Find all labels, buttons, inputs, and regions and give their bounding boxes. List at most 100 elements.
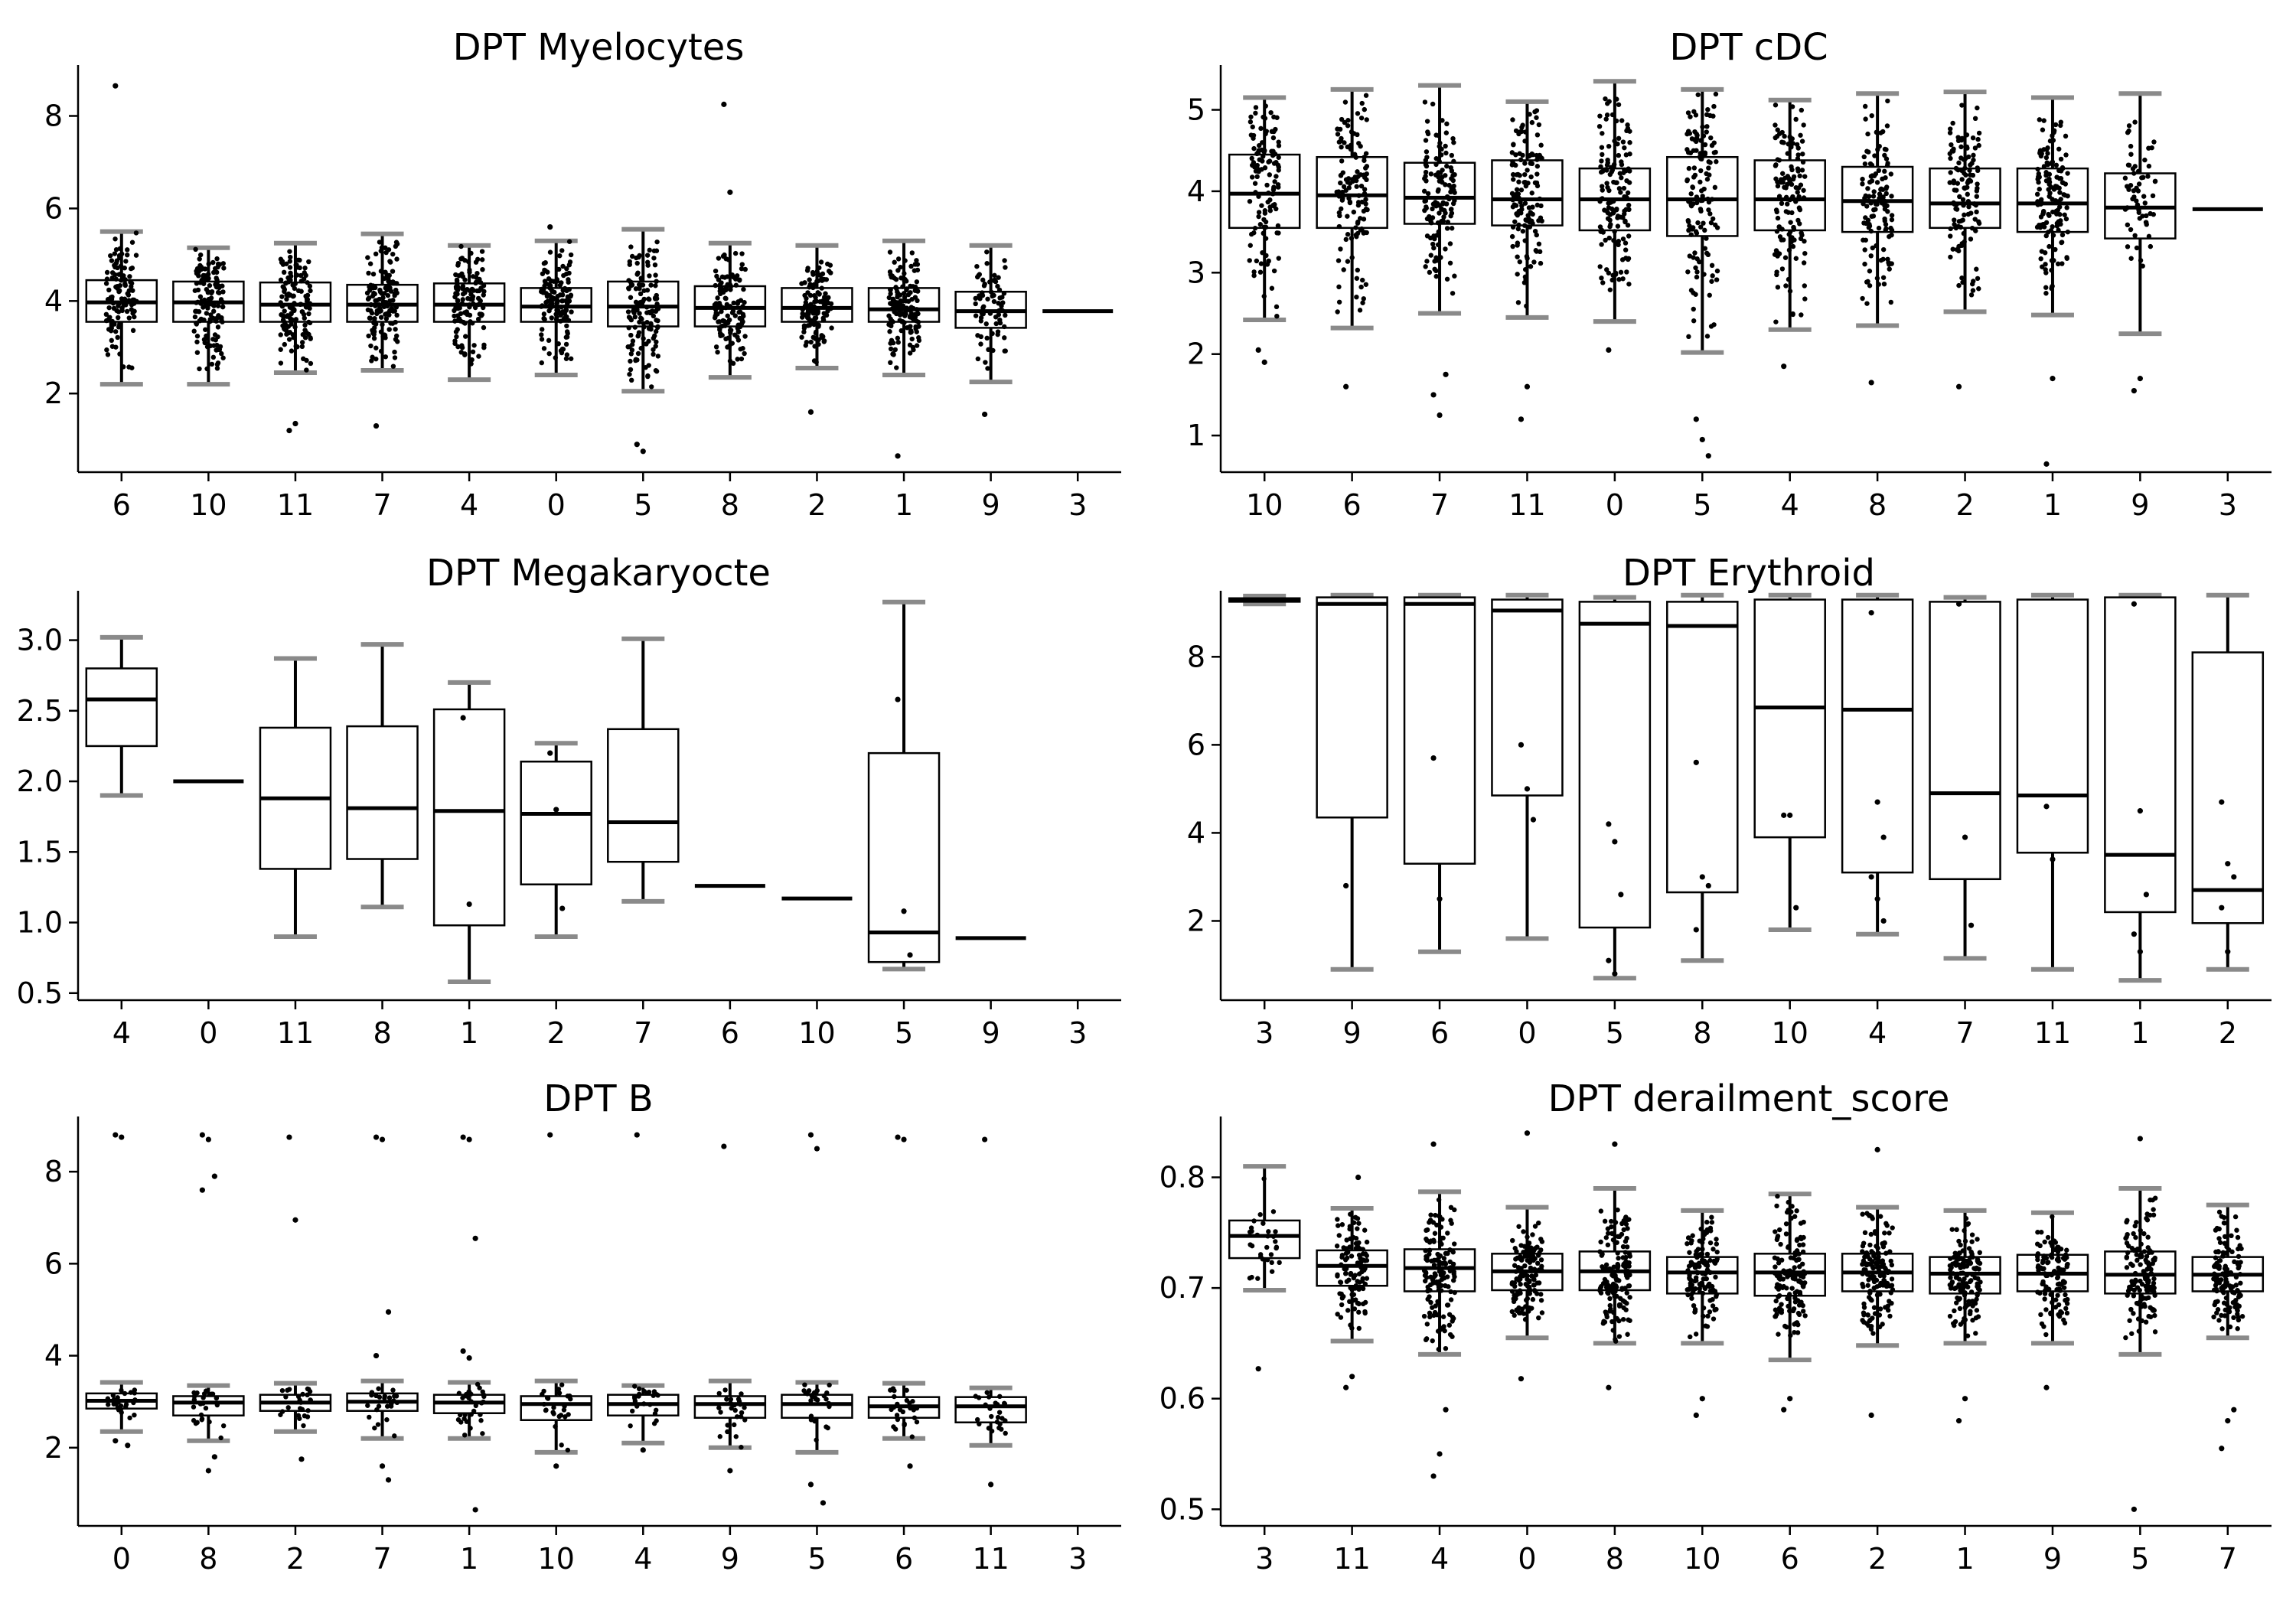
data-point [1704,124,1710,129]
data-point [739,251,745,256]
data-point [1706,165,1711,171]
data-point [1691,165,1698,171]
data-point [1861,237,1866,243]
data-point [1615,223,1621,229]
data-point [1956,1297,1962,1302]
data-point [459,271,465,277]
data-point [198,266,204,272]
data-point [892,303,898,309]
data-point [307,301,313,306]
data-point [559,305,564,310]
data-point [479,1400,484,1406]
data-point [2045,230,2051,235]
data-point [1868,200,1874,206]
data-point [1876,282,1881,287]
data-point [1795,217,1801,223]
data-point [2063,1292,2068,1298]
data-point [1335,132,1341,137]
data-point [1423,1337,1429,1343]
data-point [1867,269,1873,274]
data-point [1863,215,1868,220]
outlier-point [211,1454,217,1460]
data-point [566,239,572,244]
data-point [734,1414,740,1420]
data-point [1710,216,1716,222]
data-point [1801,195,1807,200]
data-point [892,259,897,265]
data-point [393,337,399,342]
data-point [888,316,893,321]
x-tick-label: 2 [547,1016,566,1050]
data-point [458,243,464,249]
data-point [1775,127,1780,132]
data-point [1424,1257,1430,1263]
data-point [1889,1262,1895,1268]
data-point [890,296,896,302]
data-point [1959,135,1965,141]
data-point [1335,1217,1340,1222]
outlier-point [807,1482,814,1488]
data-point [1447,241,1453,246]
data-point [111,305,117,311]
data-point [977,293,982,298]
data-point [1973,1331,1978,1336]
outlier-point [988,1482,994,1488]
data-point [305,1408,311,1413]
data-point [1612,229,1617,234]
data-point [655,354,661,359]
data-point [1421,1313,1427,1319]
panel-title: DPT B [543,1077,653,1120]
outlier-point [1606,821,1612,827]
data-point [1962,185,1968,191]
data-point [1775,285,1781,290]
data-point [307,283,313,289]
data-point [1947,180,1952,185]
data-point [647,310,653,316]
data-point [1871,1286,1877,1291]
data-point [915,311,921,317]
data-point [2146,145,2151,151]
data-point [1874,201,1880,207]
outlier-point [1349,1374,1355,1380]
data-point [1341,184,1347,190]
data-point [1960,197,1966,203]
data-point [1439,178,1444,184]
data-point [892,1393,897,1400]
y-tick-label: 3.0 [17,624,63,657]
data-point [1510,117,1515,122]
data-point [468,1412,474,1417]
data-point [2148,1197,2153,1203]
data-point [914,258,919,263]
data-point [542,317,547,322]
outlier-point [547,750,553,756]
data-point [627,259,632,265]
data-point [1430,101,1436,107]
data-point [636,254,641,260]
data-point [1697,1286,1702,1292]
data-point [1974,1308,1980,1313]
data-point [381,275,387,282]
data-point [116,302,122,308]
data-point [1353,1297,1358,1302]
data-point [308,360,314,367]
box-group-10 [172,245,245,387]
data-point [1364,230,1369,236]
data-point [1860,1249,1865,1254]
data-point [1616,1278,1622,1283]
data-point [1693,1275,1699,1280]
data-point [1952,1261,1958,1267]
data-point [215,324,221,330]
data-point [1348,1211,1353,1217]
outlier-point [1430,755,1437,761]
data-point [2126,187,2131,192]
data-point [106,1402,111,1407]
outlier-point [807,1132,814,1138]
data-point [378,269,384,274]
data-point [367,1414,372,1420]
x-tick-label: 1 [2131,1016,2149,1050]
data-point [2134,198,2139,204]
data-point [1441,1275,1446,1280]
data-point [1338,138,1344,144]
data-point [461,319,466,325]
data-point [1351,131,1357,136]
